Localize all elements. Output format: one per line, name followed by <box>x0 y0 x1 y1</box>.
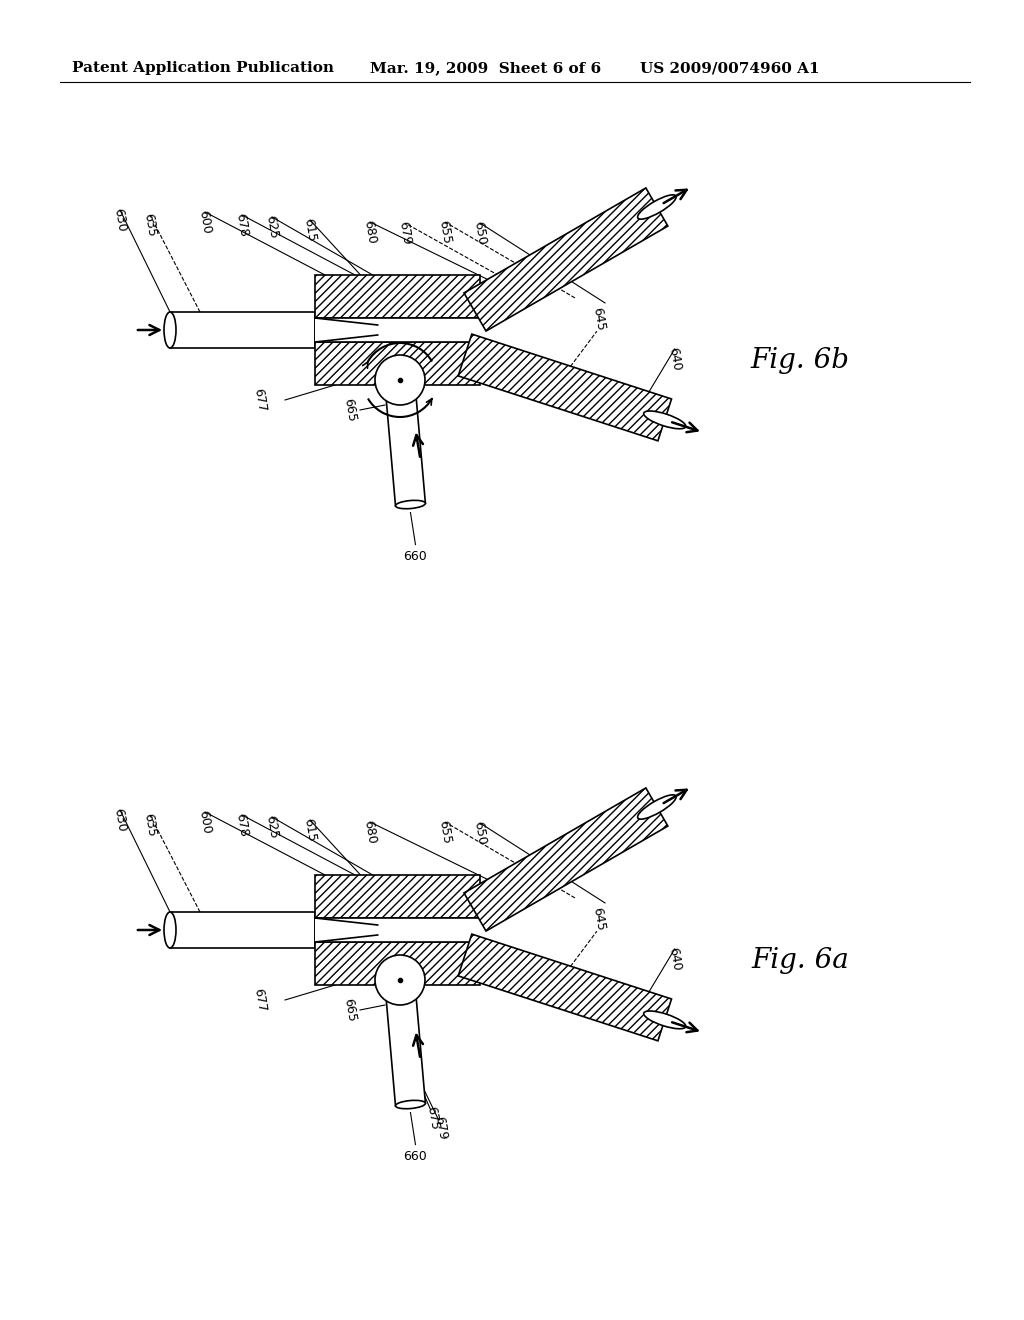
Text: 678: 678 <box>233 812 251 838</box>
Text: 680: 680 <box>361 219 379 246</box>
Text: Fig. 6b: Fig. 6b <box>751 346 850 374</box>
Text: 678: 678 <box>233 213 251 238</box>
Text: 630: 630 <box>112 807 128 833</box>
Text: Patent Application Publication: Patent Application Publication <box>72 61 334 75</box>
Text: 645: 645 <box>591 306 607 333</box>
Text: 600: 600 <box>197 809 213 834</box>
Text: 655: 655 <box>436 820 454 845</box>
Text: 645: 645 <box>591 907 607 932</box>
Text: 615: 615 <box>301 817 318 843</box>
Text: 660: 660 <box>403 1150 427 1163</box>
Ellipse shape <box>644 411 686 429</box>
Text: 635: 635 <box>141 812 159 838</box>
Text: 625: 625 <box>263 214 281 240</box>
Text: 665: 665 <box>342 997 358 1023</box>
Polygon shape <box>315 318 480 342</box>
Text: 660: 660 <box>403 550 427 564</box>
Polygon shape <box>458 334 672 441</box>
Polygon shape <box>385 983 425 1106</box>
Text: Fig. 6a: Fig. 6a <box>752 946 849 974</box>
Ellipse shape <box>644 1011 686 1028</box>
Text: 677: 677 <box>252 987 268 1012</box>
Ellipse shape <box>638 795 676 820</box>
Polygon shape <box>464 788 668 931</box>
Text: 679: 679 <box>396 220 414 246</box>
Ellipse shape <box>164 312 176 348</box>
Ellipse shape <box>395 500 425 508</box>
Polygon shape <box>315 942 480 985</box>
Ellipse shape <box>164 912 176 948</box>
Text: Mar. 19, 2009  Sheet 6 of 6: Mar. 19, 2009 Sheet 6 of 6 <box>370 61 601 75</box>
Polygon shape <box>315 917 480 942</box>
Text: US 2009/0074960 A1: US 2009/0074960 A1 <box>640 61 819 75</box>
Text: 640: 640 <box>667 946 683 972</box>
Text: 635: 635 <box>141 213 159 238</box>
Text: 650: 650 <box>471 220 488 246</box>
Text: 625: 625 <box>263 814 281 840</box>
Text: 680: 680 <box>361 820 379 845</box>
Text: 665: 665 <box>342 397 358 422</box>
Polygon shape <box>315 875 480 917</box>
Polygon shape <box>464 187 668 331</box>
Circle shape <box>375 954 425 1005</box>
Text: 677: 677 <box>252 387 268 413</box>
Text: 679: 679 <box>432 1115 449 1142</box>
Polygon shape <box>170 912 315 948</box>
Ellipse shape <box>395 1101 425 1109</box>
Polygon shape <box>315 342 480 385</box>
Circle shape <box>375 355 425 405</box>
Text: 600: 600 <box>197 209 213 235</box>
Ellipse shape <box>638 195 676 219</box>
Polygon shape <box>458 935 672 1040</box>
Polygon shape <box>170 312 315 348</box>
Polygon shape <box>315 275 480 318</box>
Text: 650: 650 <box>471 820 488 846</box>
Text: 630: 630 <box>112 207 128 232</box>
Text: 615: 615 <box>301 218 318 243</box>
Text: 640: 640 <box>667 346 683 372</box>
Text: 655: 655 <box>436 219 454 246</box>
Polygon shape <box>385 384 425 506</box>
Text: 675: 675 <box>424 1106 441 1131</box>
